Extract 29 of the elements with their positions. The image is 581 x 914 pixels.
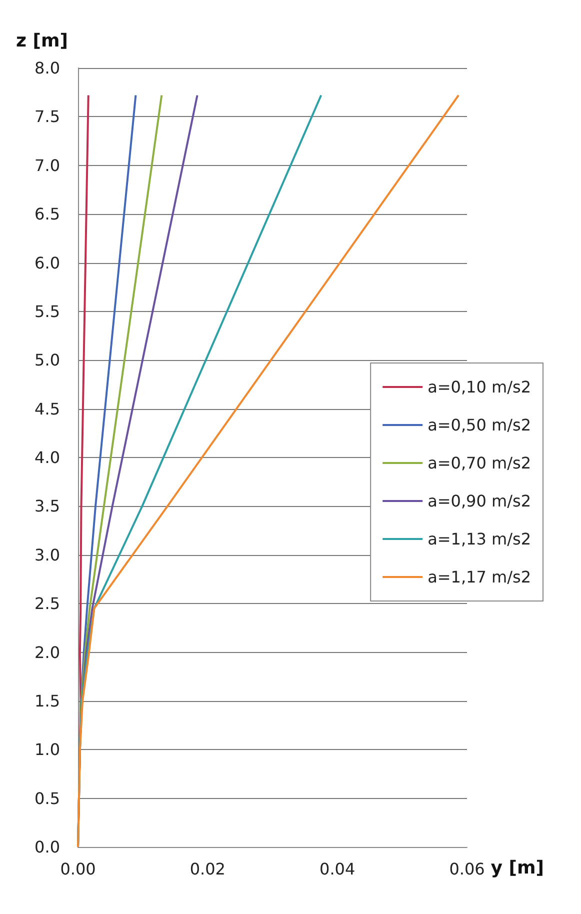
x-axis-title: y [m] [490, 858, 544, 878]
x-tick-label: 0.00 [60, 860, 96, 878]
y-tick-label: 2.5 [34, 594, 60, 614]
y-tick-label: 7.5 [34, 107, 60, 126]
x-tick-label: 0.04 [320, 860, 356, 878]
y-tick-label: 0.5 [34, 788, 60, 808]
y-axis-title: z [m] [16, 30, 68, 52]
y-tick-label: 3.5 [34, 496, 60, 516]
y-tick-label: 5.0 [34, 350, 60, 370]
x-tick-label: 0.06 [449, 860, 485, 878]
y-tick-label: 6.0 [34, 253, 60, 272]
y-tick-label: 5.5 [34, 302, 60, 321]
y-tick-label: 1.5 [34, 691, 60, 710]
x-tick-label: 0.02 [190, 860, 226, 878]
legend-label: a=0,70 m/s2 [428, 454, 532, 472]
y-tick-label: 7.0 [34, 156, 60, 175]
y-tick-label: 8.0 [34, 58, 60, 78]
legend-label: a=1,13 m/s2 [428, 530, 532, 548]
y-tick-label: 3.0 [34, 545, 60, 564]
y-tick-label: 4.5 [34, 399, 60, 418]
y-tick-label: 0.0 [34, 838, 60, 856]
y-tick-label: 6.5 [34, 204, 60, 224]
legend-label: a=0,10 m/s2 [428, 378, 532, 396]
y-tick-label: 2.0 [34, 642, 60, 662]
y-tick-label: 4.0 [34, 448, 60, 467]
legend-label: a=0,50 m/s2 [428, 416, 532, 434]
y-tick-label: 1.0 [34, 740, 60, 760]
legend-label: a=1,17 m/s2 [428, 568, 532, 586]
legend-label: a=0,90 m/s2 [428, 492, 532, 510]
